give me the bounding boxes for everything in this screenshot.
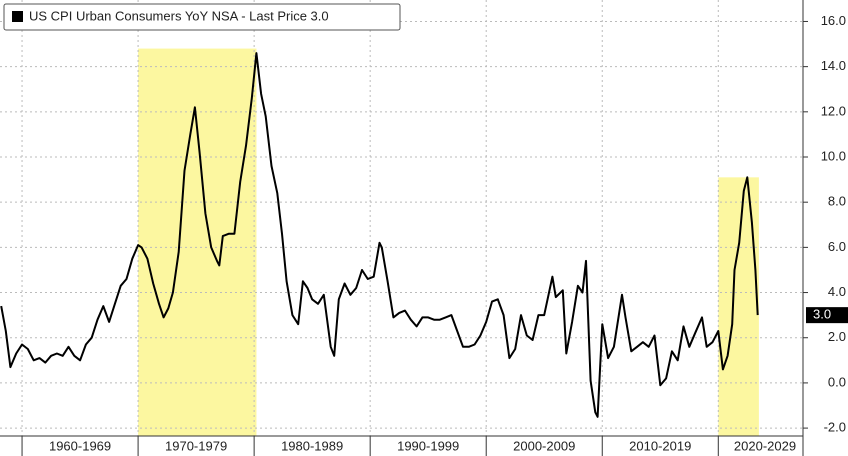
y-tick-label: 10.0 — [821, 148, 846, 163]
y-tick-label: 16.0 — [821, 13, 846, 28]
last-value-label: 3.0 — [813, 307, 831, 322]
y-tick-label: 6.0 — [828, 239, 846, 254]
last-value-badge — [806, 307, 848, 324]
highlight-band — [718, 177, 759, 436]
highlight-band — [138, 48, 257, 436]
legend: US CPI Urban Consumers YoY NSA - Last Pr… — [3, 3, 401, 31]
y-tick-label: 2.0 — [828, 329, 846, 344]
series-line — [0, 52, 759, 418]
x-tick-label: 1980-1989 — [281, 438, 343, 453]
y-tick-label: 8.0 — [828, 194, 846, 209]
x-tick-label: 2000-2009 — [513, 438, 575, 453]
legend-box — [3, 3, 401, 31]
x-tick-label: 1960-1969 — [49, 438, 111, 453]
y-tick-label: 12.0 — [821, 103, 846, 118]
x-tick-label: 1990-1999 — [397, 438, 459, 453]
y-tick-label: -2.0 — [824, 420, 846, 435]
legend-swatch — [12, 11, 23, 22]
x-tick-label: 2010-2019 — [629, 438, 691, 453]
y-tick-label: 14.0 — [821, 58, 846, 73]
x-tick-label: 2020-2029 — [734, 438, 796, 453]
y-tick-label: 0.0 — [828, 374, 846, 389]
x-tick-label: 1970-1979 — [165, 438, 227, 453]
legend-label: US CPI Urban Consumers YoY NSA - Last Pr… — [29, 8, 329, 23]
y-tick-label: 4.0 — [828, 284, 846, 299]
